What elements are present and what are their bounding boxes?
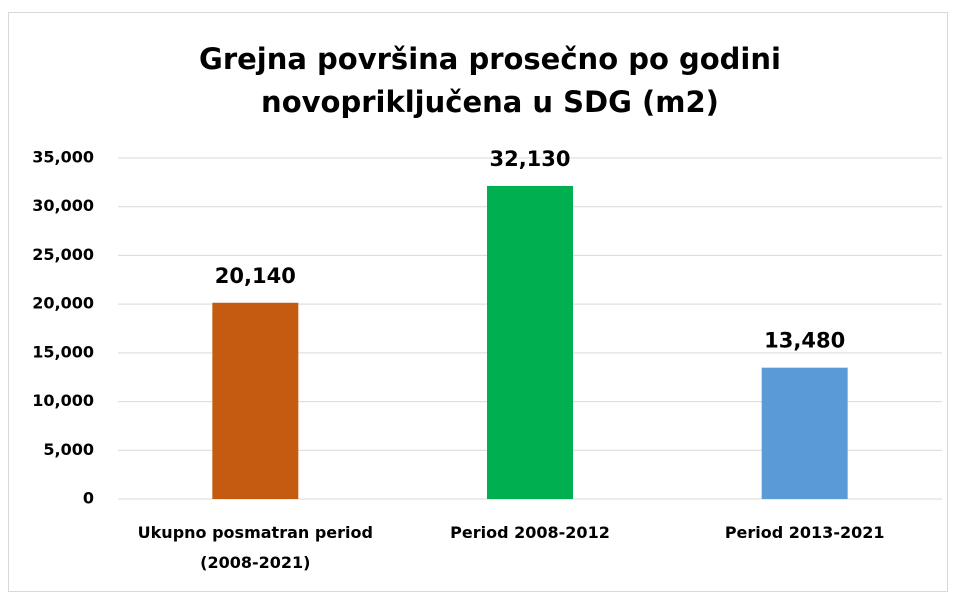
x-tick-label: Period 2008-2012 <box>450 523 610 542</box>
y-tick-label: 30,000 <box>32 196 94 215</box>
y-tick-label: 0 <box>83 489 94 508</box>
y-tick-label: 15,000 <box>32 342 94 361</box>
y-tick-label: 10,000 <box>32 391 94 410</box>
chart-title: Grejna površina prosečno po godini novop… <box>199 42 781 119</box>
y-tick-label: 20,000 <box>32 294 94 313</box>
bar <box>212 302 299 499</box>
x-tick-label: Period 2013-2021 <box>724 523 885 542</box>
value-label: 13,480 <box>764 329 845 353</box>
value-label: 20,140 <box>215 264 296 288</box>
x-tick-label: Ukupno posmatran period (2008-2021) <box>137 523 373 572</box>
y-tick-label: 35,000 <box>32 148 94 167</box>
y-tick-label: 25,000 <box>32 245 94 264</box>
y-tick-label: 5,000 <box>43 440 94 459</box>
value-label: 32,130 <box>489 147 570 171</box>
bar <box>761 367 848 499</box>
bar <box>487 185 573 499</box>
